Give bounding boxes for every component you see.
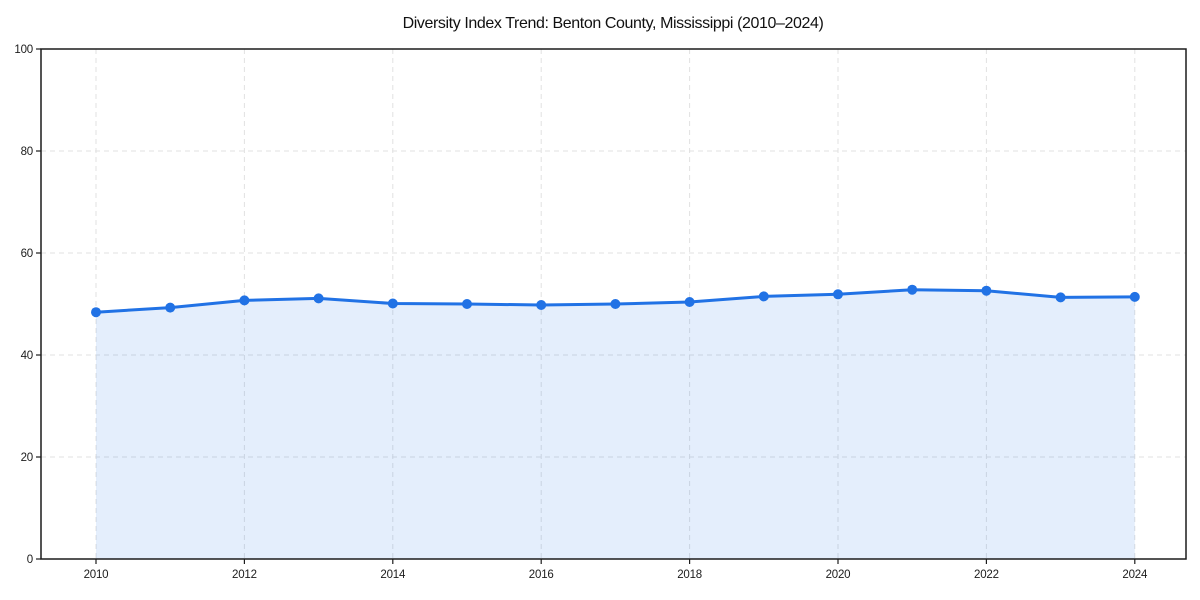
x-tick-label: 2014 bbox=[380, 569, 406, 581]
data-point-2016 bbox=[536, 300, 547, 310]
x-tick-label: 2016 bbox=[529, 569, 554, 581]
plot-border bbox=[40, 48, 1187, 560]
y-tick-label: 40 bbox=[21, 350, 33, 362]
y-tick-label: 0 bbox=[27, 554, 33, 566]
x-tick-label: 2018 bbox=[677, 569, 702, 581]
x-tick-label: 2022 bbox=[974, 569, 999, 581]
data-point-2012 bbox=[239, 295, 250, 306]
y-tick-label: 20 bbox=[21, 452, 33, 464]
x-tick-label: 2020 bbox=[826, 569, 851, 581]
y-tick-label: 80 bbox=[21, 146, 33, 158]
data-point-2010 bbox=[91, 307, 101, 318]
data-point-2019 bbox=[758, 291, 769, 302]
data-point-2018 bbox=[684, 297, 695, 307]
data-point-2014 bbox=[387, 298, 398, 309]
data-point-2021 bbox=[907, 284, 918, 295]
data-point-2024 bbox=[1129, 291, 1140, 302]
data-point-2023 bbox=[1055, 292, 1066, 303]
axis-layer: 0 20 40 60 80 100 2010 2012 2014 2016 2018 2020 2022… bbox=[14, 44, 1187, 581]
data-point-2013 bbox=[313, 293, 324, 304]
data-point-2020 bbox=[833, 289, 843, 300]
marker-layer bbox=[91, 284, 1140, 318]
x-tick-label: 2010 bbox=[84, 569, 109, 581]
chart-title: Diversity Index Trend: Benton County, Mi… bbox=[403, 15, 824, 32]
data-point-2017 bbox=[610, 299, 621, 309]
data-point-2022 bbox=[981, 285, 992, 296]
data-point-2015 bbox=[462, 299, 472, 309]
x-tick-label: 2024 bbox=[1122, 569, 1148, 581]
x-tick-label: 2012 bbox=[232, 569, 257, 581]
area-layer bbox=[96, 289, 1135, 559]
data-point-2011 bbox=[165, 302, 176, 313]
y-tick-label: 100 bbox=[14, 44, 33, 56]
area-fill bbox=[96, 289, 1135, 559]
y-tick-label: 60 bbox=[21, 248, 33, 260]
